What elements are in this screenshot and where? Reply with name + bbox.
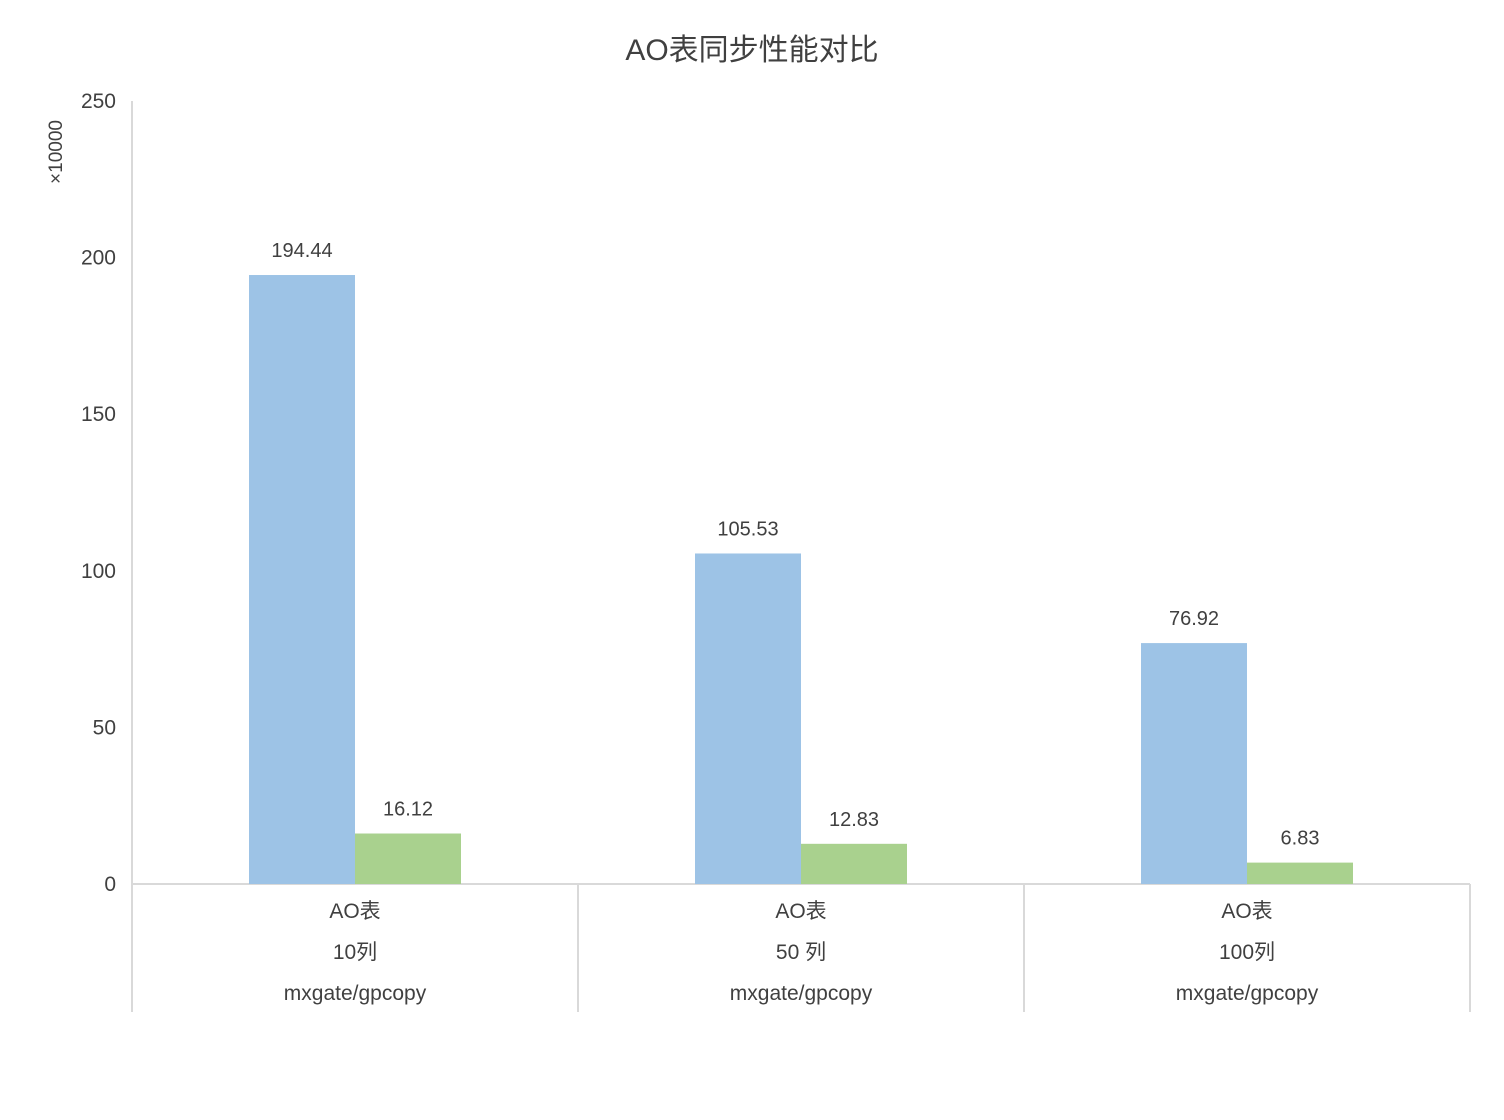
y-axis-unit-label: ×10000 <box>46 120 67 184</box>
category-label: AO表 <box>329 900 380 923</box>
data-label: 194.44 <box>271 240 332 262</box>
category-labels: AO表 10列 mxgate/gpcopy AO表 50 列 mxgate/gpcopy A… <box>284 900 1319 1005</box>
bar-series-2-cat-1 <box>355 833 461 884</box>
data-label: 12.83 <box>829 809 879 831</box>
data-label: 6.83 <box>1281 828 1320 850</box>
bar-series-1-cat-2 <box>695 553 801 884</box>
category-label: mxgate/gpcopy <box>284 982 427 1005</box>
category-label: 10列 <box>333 941 377 964</box>
chart-title: AO表同步性能对比 <box>625 34 878 67</box>
bar-series-1-cat-3 <box>1141 643 1247 884</box>
data-label: 105.53 <box>717 518 778 540</box>
bar-series-1-cat-1 <box>249 275 355 884</box>
y-tick-label: 100 <box>81 560 116 583</box>
data-label: 16.12 <box>383 799 433 821</box>
category-label: AO表 <box>1221 900 1272 923</box>
y-tick-label: 0 <box>104 873 116 896</box>
data-label: 76.92 <box>1169 608 1219 630</box>
category-label: 50 列 <box>776 941 826 964</box>
y-tick-label: 250 <box>81 90 116 113</box>
y-tick-label: 150 <box>81 403 116 426</box>
data-labels: 194.44 16.12 105.53 12.83 76.92 6.83 <box>271 240 1319 850</box>
category-label: mxgate/gpcopy <box>730 982 873 1005</box>
y-tick-label: 50 <box>93 716 116 739</box>
category-label: mxgate/gpcopy <box>1176 982 1319 1005</box>
bars <box>249 275 1353 884</box>
category-label: 100列 <box>1219 941 1275 964</box>
y-axis-ticks: 0 50 100 150 200 250 <box>81 90 116 896</box>
bar-series-2-cat-2 <box>801 843 907 884</box>
bar-series-2-cat-3 <box>1247 862 1353 884</box>
category-label: AO表 <box>775 900 826 923</box>
y-tick-label: 200 <box>81 247 116 270</box>
